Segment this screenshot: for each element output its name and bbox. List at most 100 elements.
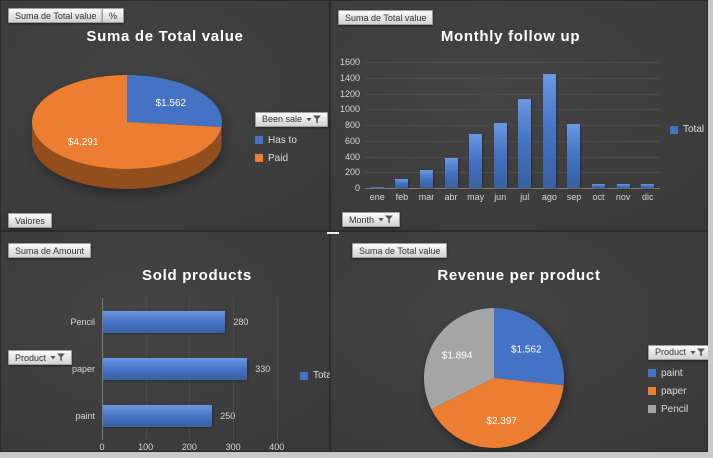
legend-marker bbox=[255, 136, 263, 144]
bar-abr bbox=[444, 158, 458, 188]
legend-item-paint: paint bbox=[648, 364, 708, 382]
filter-funnel-icon bbox=[50, 353, 66, 362]
product-filter-button[interactable]: Product bbox=[648, 344, 708, 360]
legend: Product paint paper Pencil bbox=[648, 342, 708, 418]
x-tick-label: 400 bbox=[269, 442, 285, 452]
pie-side-Has to bbox=[221, 122, 222, 147]
legend-label: Pencil bbox=[661, 403, 689, 415]
field-button-label: Suma de Amount bbox=[15, 245, 85, 256]
panel-revenue-per-product: $1.562 $2.397 $1.894 Suma de Total value R… bbox=[330, 231, 708, 452]
x-tick-label: 100 bbox=[138, 442, 154, 452]
filter-button-label: Product bbox=[655, 347, 687, 357]
x-tick-label: jul bbox=[520, 192, 530, 202]
field-button-valores[interactable]: Valores bbox=[8, 213, 52, 228]
bar-nov bbox=[616, 183, 630, 188]
x-tick-label: sep bbox=[566, 192, 582, 202]
gridline bbox=[276, 298, 278, 440]
bar-mar bbox=[419, 169, 433, 188]
x-tick-label: oct bbox=[592, 192, 605, 202]
gridline bbox=[365, 77, 660, 79]
field-button-suma-total-value[interactable]: Suma de Total value bbox=[338, 10, 434, 25]
gridline bbox=[365, 109, 660, 111]
legend-label: paper bbox=[661, 385, 687, 397]
y-tick-label: 1000 bbox=[339, 104, 360, 115]
legend-marker bbox=[648, 369, 656, 377]
month-filter-button[interactable]: Month bbox=[342, 212, 401, 227]
pie-slice-Has to bbox=[127, 75, 222, 127]
legend: Total bbox=[670, 124, 704, 135]
gridline bbox=[365, 156, 660, 158]
chart-title: Revenue per product bbox=[437, 267, 601, 284]
legend-item-paper: paper bbox=[648, 382, 708, 400]
field-button-label: Suma de Total value bbox=[345, 12, 427, 23]
x-tick-label: 200 bbox=[181, 442, 197, 452]
bar-ago bbox=[542, 73, 556, 188]
pie-data-label: $2.397 bbox=[486, 416, 517, 427]
filter-funnel-icon bbox=[306, 115, 322, 123]
field-button-suma-total-value[interactable]: Suma de Total value bbox=[352, 243, 448, 258]
filter-button-label: Product bbox=[15, 352, 47, 363]
y-tick-label: 1400 bbox=[339, 72, 360, 83]
y-tick-label: 0 bbox=[354, 183, 360, 193]
legend-marker bbox=[648, 405, 656, 413]
field-button-label: Valores bbox=[15, 215, 45, 226]
been-sale-filter-button[interactable]: Been sale bbox=[255, 111, 329, 127]
legend-label: Total bbox=[683, 124, 705, 135]
pie-chart: $1.562 $2.397 $1.894 bbox=[423, 308, 564, 448]
x-tick-label: dic bbox=[641, 192, 654, 202]
legend-marker bbox=[670, 125, 678, 134]
pie-slice-Paid bbox=[31, 75, 222, 169]
bar-feb bbox=[395, 178, 409, 188]
gridline bbox=[365, 172, 660, 174]
y-tick-label: 400 bbox=[344, 151, 360, 162]
category-label: paper bbox=[71, 364, 95, 374]
cell-marker bbox=[327, 232, 339, 234]
pie-slice-Pencil bbox=[423, 308, 494, 410]
pie-data-label: $1.562 bbox=[511, 344, 542, 355]
field-button-suma-total-value[interactable]: Suma de Total value bbox=[8, 8, 104, 23]
chart-title: Suma de Total value bbox=[86, 28, 244, 45]
data-label: 330 bbox=[255, 364, 271, 374]
bar-paint bbox=[103, 405, 213, 428]
bar-jul bbox=[518, 99, 532, 188]
pie-chart-3d: $1.562 $4.291 bbox=[31, 75, 222, 190]
field-button-percent[interactable]: % bbox=[102, 8, 125, 23]
data-label: 250 bbox=[220, 411, 236, 422]
x-tick-label: 300 bbox=[225, 442, 241, 452]
field-button-label: % bbox=[109, 10, 118, 21]
bar-Pencil bbox=[103, 310, 226, 333]
x-tick-label: ago bbox=[541, 192, 557, 202]
legend-item-Pencil: Pencil bbox=[648, 400, 708, 418]
y-tick-label: 200 bbox=[344, 167, 360, 178]
pie-slice-paper bbox=[431, 378, 564, 448]
x-tick-label: mar bbox=[418, 192, 435, 202]
legend-marker bbox=[300, 371, 308, 380]
product-filter-button[interactable]: Product bbox=[8, 350, 73, 365]
x-tick-label: jun bbox=[494, 192, 507, 202]
data-label: 280 bbox=[233, 316, 249, 327]
chart-title: Monthly follow up bbox=[440, 28, 581, 45]
field-button-suma-de-amount[interactable]: Suma de Amount bbox=[8, 243, 92, 258]
x-tick-label: ene bbox=[369, 192, 385, 202]
legend-label: paint bbox=[661, 367, 683, 379]
pie-data-label: $1.562 bbox=[155, 98, 186, 109]
pie-data-label: $4.291 bbox=[68, 137, 99, 148]
panel-total-value-pie: $1.562 $4.291 Suma de Total value % Suma … bbox=[0, 0, 330, 231]
legend-label: Paid bbox=[268, 152, 289, 164]
panel-sold-products: Suma de Amount Sold products Product Tot… bbox=[0, 231, 330, 452]
y-tick-label: 1600 bbox=[339, 57, 360, 67]
y-axis-line bbox=[102, 298, 103, 440]
x-tick-label: feb bbox=[395, 192, 409, 202]
legend: Been sale Has to Paid bbox=[255, 109, 329, 167]
x-tick-label: 0 bbox=[99, 442, 105, 452]
legend-item-Has to: Has to bbox=[255, 131, 328, 149]
category-label: paint bbox=[75, 411, 95, 422]
bar-ene bbox=[370, 186, 384, 188]
legend-marker bbox=[648, 387, 656, 395]
x-tick-label: nov bbox=[615, 192, 631, 202]
legend-item-Paid: Paid bbox=[255, 149, 328, 167]
bar-paper bbox=[103, 358, 248, 380]
category-label: Pencil bbox=[70, 316, 95, 327]
gridline bbox=[365, 93, 660, 95]
x-axis-line bbox=[365, 188, 660, 189]
